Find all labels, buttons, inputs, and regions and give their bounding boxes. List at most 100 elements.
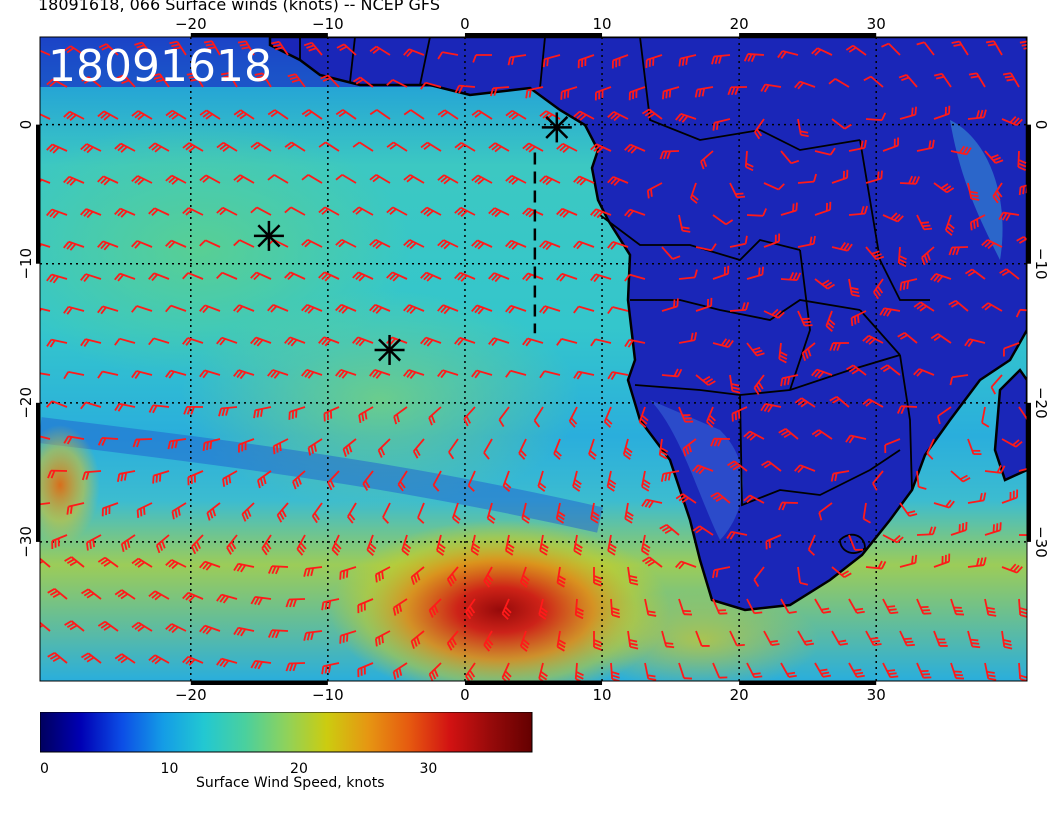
wind-barb bbox=[593, 630, 602, 651]
wind-barb bbox=[968, 72, 986, 88]
wind-barb bbox=[428, 598, 442, 618]
wind-barb bbox=[780, 374, 799, 387]
wind-barb bbox=[981, 302, 1003, 312]
wind-barb bbox=[882, 137, 900, 152]
wind-barb bbox=[182, 142, 204, 153]
lat-tick-label-right: −10 bbox=[1032, 248, 1050, 280]
wind-barb bbox=[114, 207, 136, 218]
wind-barb bbox=[865, 560, 887, 570]
wind-barb bbox=[916, 598, 932, 615]
wind-barb bbox=[238, 438, 255, 453]
wind-barb bbox=[1036, 567, 1052, 581]
wind-barb bbox=[437, 174, 459, 185]
wind-barb bbox=[760, 83, 782, 93]
wind-barb bbox=[539, 370, 561, 379]
wind-barb bbox=[412, 438, 425, 459]
wind-barb bbox=[896, 405, 918, 415]
wind-barb bbox=[926, 438, 935, 460]
wind-barb bbox=[148, 337, 170, 346]
wind-barb bbox=[233, 239, 255, 248]
wind-barb bbox=[301, 303, 323, 314]
wind-barb bbox=[233, 562, 255, 573]
colorbar-canvas: 0 10 20 30 bbox=[40, 712, 533, 774]
wind-barb bbox=[921, 246, 935, 266]
wind-barb bbox=[1001, 116, 1023, 127]
frame-bar-bottom bbox=[190, 681, 328, 685]
wind-barb bbox=[420, 81, 442, 90]
wind-barb bbox=[463, 406, 476, 427]
wind-barb bbox=[131, 557, 153, 568]
frame-bar-top bbox=[190, 33, 328, 37]
wind-barb bbox=[916, 662, 932, 679]
wind-barb bbox=[848, 598, 865, 614]
wind-barb bbox=[882, 212, 904, 223]
wind-barb bbox=[930, 272, 952, 283]
wind-map: −20 −20 −10 −10 0 0 10 10 20 20 30 30 0 0 −10 −10 −20 −20… bbox=[17, 15, 1052, 700]
wind-barb bbox=[393, 406, 408, 425]
wind-barb bbox=[729, 301, 750, 312]
frame-bar-right bbox=[1027, 402, 1031, 542]
wind-barb bbox=[114, 402, 136, 412]
wind-barb bbox=[46, 338, 68, 348]
wind-barb bbox=[644, 662, 657, 681]
wind-barb bbox=[573, 305, 595, 314]
lon-tick-label-bottom: 20 bbox=[730, 686, 749, 700]
wind-barb bbox=[182, 207, 204, 216]
east-highlands bbox=[950, 120, 1003, 260]
wind-barb bbox=[502, 470, 512, 492]
wind-barb bbox=[374, 630, 391, 647]
wind-barb bbox=[949, 374, 969, 386]
wind-barb bbox=[729, 182, 746, 199]
wind-barb bbox=[257, 470, 272, 489]
wind-barb bbox=[420, 141, 442, 152]
lat-tick-label-left: −10 bbox=[17, 248, 35, 280]
wind-barb bbox=[848, 534, 863, 551]
wind-barb bbox=[607, 241, 629, 250]
wind-barb bbox=[131, 370, 153, 379]
wind-barb bbox=[606, 470, 617, 492]
wind-barb bbox=[237, 40, 255, 56]
wind-barb bbox=[658, 438, 669, 460]
wind-barb bbox=[727, 460, 748, 472]
wind-barb bbox=[80, 338, 102, 348]
run-label: 18091618 bbox=[48, 41, 272, 92]
wind-barb bbox=[81, 588, 102, 600]
wind-barb bbox=[323, 406, 340, 422]
wind-barb bbox=[831, 241, 853, 252]
west-wind-maximum bbox=[40, 425, 100, 545]
wind-barb bbox=[114, 653, 136, 664]
wind-barb bbox=[155, 534, 170, 554]
wind-barb bbox=[40, 557, 51, 568]
wind-barb bbox=[572, 470, 582, 492]
wind-barb bbox=[285, 598, 306, 608]
wind-barb bbox=[628, 86, 646, 101]
wind-barb bbox=[539, 240, 561, 251]
wind-barb bbox=[624, 338, 646, 348]
wind-barb bbox=[206, 502, 221, 521]
wind-barb bbox=[553, 438, 562, 460]
wind-barb bbox=[729, 374, 741, 394]
wind-barb bbox=[588, 438, 597, 460]
wind-barb bbox=[556, 272, 578, 282]
wind-barb bbox=[760, 403, 782, 413]
wind-barb bbox=[392, 662, 408, 680]
wind-barb bbox=[369, 45, 391, 56]
wind-barb bbox=[627, 566, 639, 586]
wind-barb bbox=[743, 430, 765, 441]
lat-tick-label-right: 0 bbox=[1032, 120, 1050, 130]
wind-barb bbox=[377, 438, 391, 458]
wind-barb bbox=[694, 86, 714, 98]
wind-barb bbox=[712, 662, 728, 679]
wind-barb bbox=[358, 406, 374, 424]
wind-barb bbox=[848, 662, 865, 678]
wind-barb bbox=[66, 502, 85, 515]
wind-barb bbox=[148, 590, 170, 601]
wind-barb bbox=[374, 566, 391, 583]
wind-barb bbox=[967, 492, 987, 504]
wind-barb bbox=[984, 522, 1002, 536]
wind-barb bbox=[437, 369, 459, 379]
wind-barb bbox=[284, 336, 306, 347]
wind-barb bbox=[369, 303, 391, 314]
wind-barb bbox=[505, 109, 527, 120]
wind-barb bbox=[594, 86, 612, 101]
